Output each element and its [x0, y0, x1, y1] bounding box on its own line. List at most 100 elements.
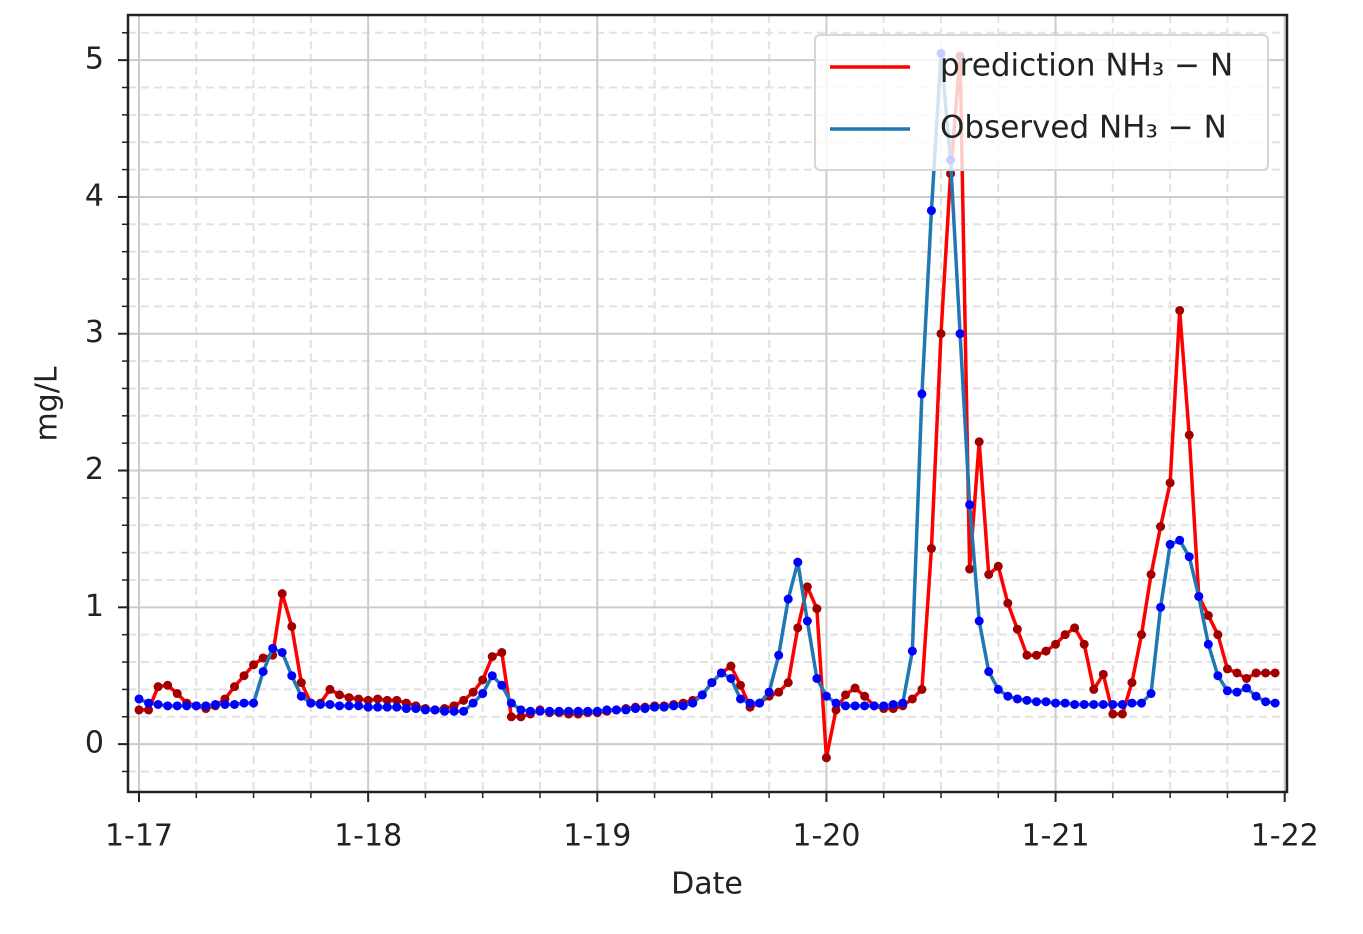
data-point [1003, 598, 1013, 608]
x-tick-label: 1-22 [1251, 819, 1319, 854]
data-point [1089, 684, 1099, 694]
data-point [850, 683, 860, 693]
data-point [611, 705, 621, 715]
data-point [965, 500, 975, 510]
data-point [239, 698, 249, 708]
x-tick-label: 1-19 [563, 819, 631, 854]
data-point [1156, 602, 1166, 612]
data-point [993, 561, 1003, 571]
data-point [468, 698, 478, 708]
data-point [907, 646, 917, 656]
data-point [334, 690, 344, 700]
x-tick-label: 1-18 [334, 819, 402, 854]
data-point [1136, 630, 1146, 640]
data-point [392, 695, 402, 705]
data-point [210, 699, 220, 709]
data-point [163, 701, 173, 711]
data-point [487, 652, 497, 662]
data-point [172, 701, 182, 711]
data-point [764, 687, 774, 697]
data-point [1127, 678, 1137, 688]
data-point [258, 653, 268, 663]
data-point [850, 701, 860, 711]
data-point [726, 673, 736, 683]
data-point [1175, 535, 1185, 545]
data-point [1213, 630, 1223, 640]
data-point [239, 671, 249, 681]
data-point [1060, 698, 1070, 708]
data-point [1051, 639, 1061, 649]
data-point [392, 702, 402, 712]
data-point [793, 623, 803, 633]
data-point [602, 705, 612, 715]
data-point [917, 684, 927, 694]
data-point [755, 698, 765, 708]
data-point [134, 705, 144, 715]
data-point [1051, 698, 1061, 708]
data-point [363, 695, 373, 705]
data-point [926, 206, 936, 216]
data-point [1108, 709, 1118, 719]
data-point [229, 682, 239, 692]
data-point [888, 699, 898, 709]
data-point [468, 687, 478, 697]
data-point [1127, 698, 1137, 708]
data-point [564, 706, 574, 716]
data-point [344, 701, 354, 711]
data-point [344, 693, 354, 703]
plot-frame [126, 13, 1289, 794]
data-point [1060, 630, 1070, 640]
data-point [516, 712, 526, 722]
data-point [401, 704, 411, 714]
data-point [879, 701, 889, 711]
data-point [373, 702, 383, 712]
data-point [802, 582, 812, 592]
data-point [1031, 697, 1041, 707]
data-point [955, 329, 965, 339]
data-point [926, 544, 936, 554]
data-point [592, 706, 602, 716]
data-point [382, 702, 392, 712]
data-point [554, 706, 564, 716]
data-point [144, 698, 154, 708]
data-point [774, 687, 784, 697]
data-point [1098, 669, 1108, 679]
data-point [449, 706, 459, 716]
data-point [487, 671, 497, 681]
data-point [783, 594, 793, 604]
data-point [1222, 686, 1232, 696]
data-point [325, 699, 335, 709]
data-point [506, 712, 516, 722]
data-point [697, 690, 707, 700]
data-point [191, 701, 201, 711]
data-point [277, 589, 287, 599]
data-point [659, 702, 669, 712]
x-axis-label: Date [671, 867, 743, 902]
data-point [315, 699, 325, 709]
data-point [1136, 698, 1146, 708]
data-point [669, 701, 679, 711]
data-point [1003, 691, 1013, 701]
data-point [172, 689, 182, 699]
data-point [583, 706, 593, 716]
data-point [1184, 552, 1194, 562]
data-point [430, 705, 440, 715]
data-point [1242, 673, 1252, 683]
data-point [296, 691, 306, 701]
data-point [735, 680, 745, 690]
data-point [793, 557, 803, 567]
data-point [1146, 689, 1156, 699]
x-tick-label: 1-20 [792, 819, 860, 854]
data-point [363, 702, 373, 712]
data-point [153, 699, 163, 709]
data-point [812, 673, 822, 683]
data-point [1165, 478, 1175, 488]
y-axis-label: mg/L [30, 366, 65, 441]
y-tick-label: 1 [85, 589, 104, 624]
data-point [869, 701, 879, 711]
data-point [1242, 683, 1252, 693]
data-point [545, 706, 555, 716]
data-point [1041, 697, 1051, 707]
x-tick-label: 1-21 [1022, 819, 1090, 854]
data-point [382, 695, 392, 705]
